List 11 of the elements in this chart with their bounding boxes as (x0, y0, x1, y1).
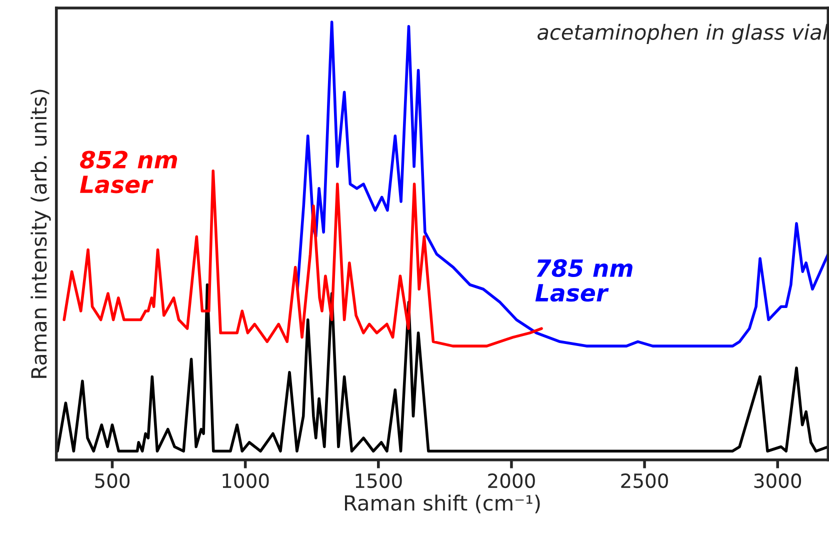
series-label: 852 nm Laser (80, 150, 178, 194)
x-axis-title: Raman shift (cm⁻¹) (345, 494, 540, 514)
x-tick-label: 1500 (356, 473, 402, 488)
y-axis-title: Raman intensity (arb. units) (30, 90, 51, 378)
x-tick-label: 500 (95, 473, 130, 488)
series-label: 785 nm Laser (535, 259, 632, 302)
x-tick-label: 2500 (621, 473, 668, 488)
x-tick-label: 2000 (488, 473, 535, 488)
x-tick-label: 3000 (754, 473, 802, 488)
chart-title: acetaminophen in glass vial (538, 24, 828, 44)
x-tick-label: 1000 (222, 473, 269, 488)
